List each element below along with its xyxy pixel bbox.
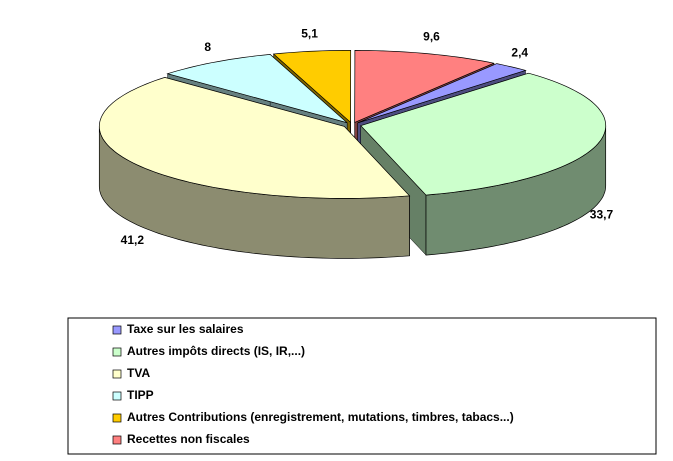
slice (357, 63, 527, 124)
legend-swatch (112, 325, 122, 335)
slice (354, 50, 495, 123)
slice (360, 72, 607, 196)
slice (272, 49, 352, 124)
data-label: 2,4 (511, 46, 528, 60)
legend-swatch (112, 369, 122, 379)
slice (98, 77, 411, 199)
legend-swatch (112, 413, 122, 423)
data-label: 41,2 (121, 233, 145, 247)
legend-label: TVA (127, 366, 150, 380)
legend-label: Autres Contributions (enregistrement, mu… (127, 410, 514, 424)
legend-label: Autres impôts directs (IS, IR,...) (127, 344, 305, 358)
legend-swatch (112, 391, 122, 401)
data-label: 8 (204, 40, 211, 54)
legend-box (67, 317, 657, 455)
data-label: 9,6 (423, 29, 440, 43)
legend-label: Taxe sur les salaires (127, 322, 244, 336)
legend-label: Recettes non fiscales (127, 432, 250, 446)
data-label: 33,7 (590, 207, 614, 221)
slice (166, 54, 348, 124)
legend-label: TIPP (127, 388, 154, 402)
data-label: 5,1 (301, 26, 318, 40)
legend-swatch (112, 347, 122, 357)
legend-swatch (112, 435, 122, 445)
